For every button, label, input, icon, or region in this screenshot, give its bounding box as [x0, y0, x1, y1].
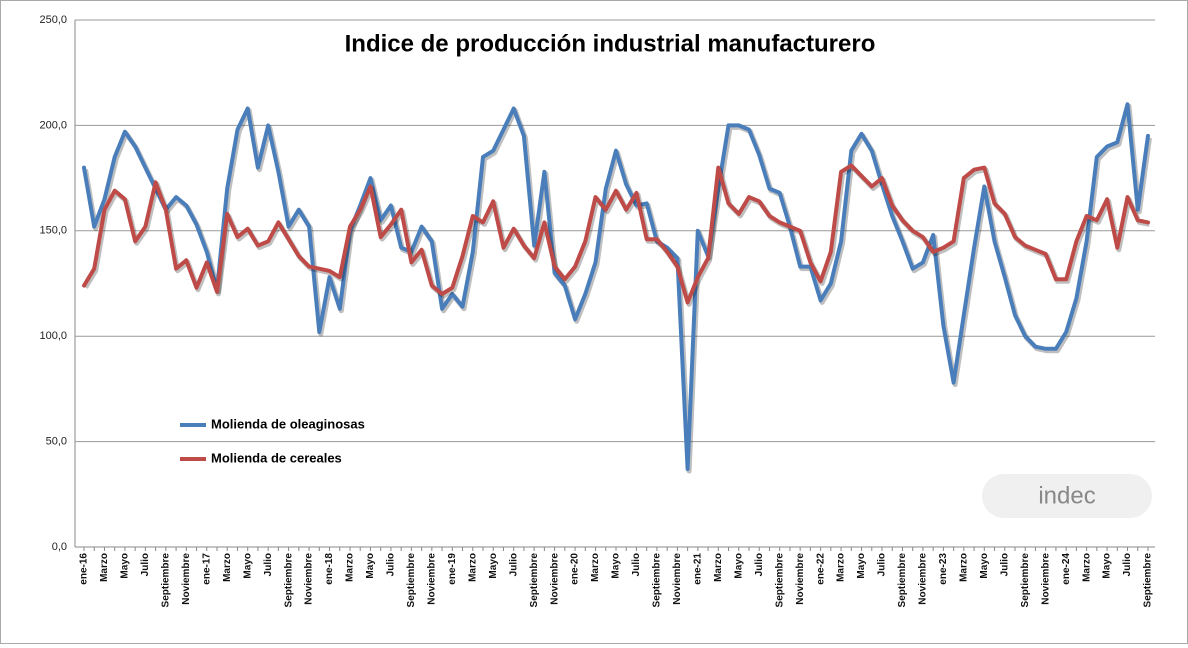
x-tick-label: Mayo — [611, 553, 622, 579]
x-tick-label: Marzo — [958, 553, 969, 582]
x-tick-label: ene-20 — [570, 553, 581, 585]
x-tick-label: Noviembre — [1040, 553, 1051, 605]
x-tick-label: Noviembre — [672, 553, 683, 605]
y-tick-label: 50,0 — [46, 436, 67, 448]
x-tick-label: Mayo — [242, 553, 253, 579]
x-tick-label: Marzo — [345, 553, 356, 582]
x-tick-label: ene-24 — [1061, 553, 1072, 585]
legend-label: Molienda de oleaginosas — [211, 416, 365, 431]
series-line — [82, 102, 1150, 471]
x-tick-label: Noviembre — [304, 553, 315, 605]
x-tick-label: Noviembre — [795, 553, 806, 605]
x-tick-label: Marzo — [222, 553, 233, 582]
x-tick-label: ene-17 — [201, 553, 212, 585]
x-tick-label: Mayo — [488, 553, 499, 579]
x-tick-label: Mayo — [120, 553, 131, 579]
x-tick-label: Septiembre — [406, 553, 417, 608]
x-tick-label: ene-21 — [692, 553, 703, 585]
x-tick-label: Septiembre — [1143, 553, 1154, 608]
y-tick-label: 0,0 — [52, 541, 67, 553]
x-tick-label: Julio — [386, 553, 397, 576]
x-tick-label: Septiembre — [1020, 553, 1031, 608]
x-tick-label: Septiembre — [774, 553, 785, 608]
x-tick-label: Julio — [877, 553, 888, 576]
y-tick-label: 200,0 — [39, 119, 67, 131]
x-tick-label: Julio — [140, 553, 151, 576]
x-tick-label: Marzo — [1081, 553, 1092, 582]
x-tick-label: Septiembre — [897, 553, 908, 608]
x-tick-label: Julio — [263, 553, 274, 576]
x-tick-label: Mayo — [979, 553, 990, 579]
x-tick-label: Marzo — [467, 553, 478, 582]
x-tick-label: Noviembre — [426, 553, 437, 605]
x-tick-label: ene-16 — [79, 553, 90, 585]
x-tick-label: Julio — [631, 553, 642, 576]
y-tick-label: 100,0 — [39, 330, 67, 342]
x-tick-label: Septiembre — [652, 553, 663, 608]
x-tick-label: Julio — [999, 553, 1010, 576]
x-tick-label: Julio — [1122, 553, 1133, 576]
x-tick-label: ene-22 — [815, 553, 826, 585]
series-line — [82, 163, 1150, 305]
x-tick-label: Mayo — [856, 553, 867, 579]
x-tick-label: ene-19 — [447, 553, 458, 585]
x-tick-label: Mayo — [1102, 553, 1113, 579]
x-tick-label: Septiembre — [283, 553, 294, 608]
chart-title: Indice de producción industrial manufact… — [345, 30, 876, 57]
logo-box — [982, 474, 1152, 518]
x-tick-label: Marzo — [713, 553, 724, 582]
x-tick-label: Noviembre — [181, 553, 192, 605]
x-tick-label: Julio — [508, 553, 519, 576]
x-tick-label: ene-23 — [938, 553, 949, 585]
logo: indec — [1038, 482, 1095, 509]
x-tick-label: Marzo — [836, 553, 847, 582]
x-tick-label: Septiembre — [160, 553, 171, 608]
x-tick-label: Julio — [754, 553, 765, 576]
legend-label: Molienda de cereales — [211, 450, 342, 465]
x-tick-label: Mayo — [365, 553, 376, 579]
y-tick-label: 250,0 — [39, 14, 67, 26]
x-tick-label: Marzo — [590, 553, 601, 582]
x-tick-label: Noviembre — [549, 553, 560, 605]
x-tick-label: ene-18 — [324, 553, 335, 585]
x-tick-label: Septiembre — [529, 553, 540, 608]
x-tick-label: Mayo — [733, 553, 744, 579]
x-tick-label: Marzo — [99, 553, 110, 582]
x-tick-label: Noviembre — [918, 553, 929, 605]
y-tick-label: 150,0 — [39, 225, 67, 237]
